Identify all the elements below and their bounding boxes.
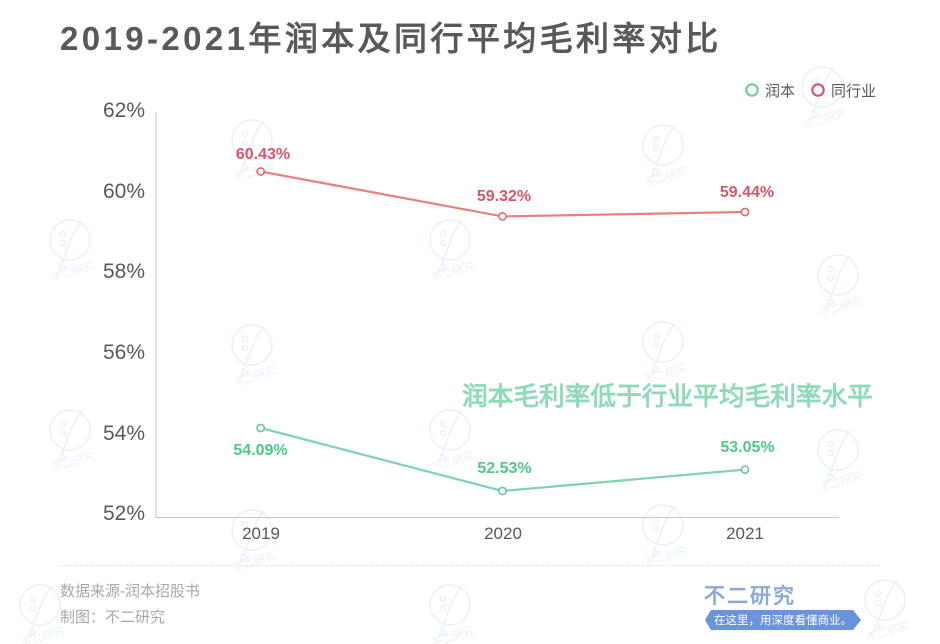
svg-text:在这里，用深度看懂商业。: 在这里，用深度看懂商业。 <box>714 613 852 627</box>
